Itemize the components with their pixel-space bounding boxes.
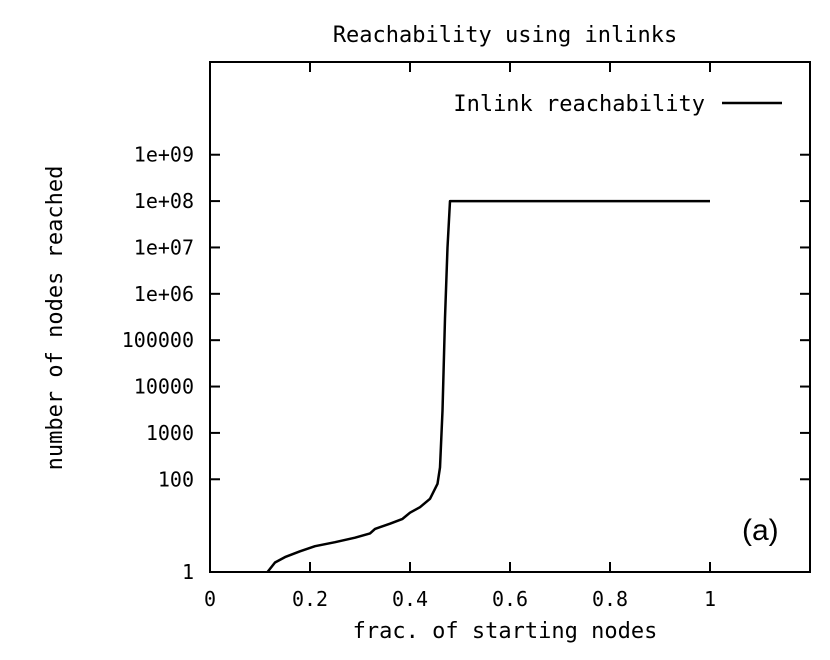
panel-label: (a) [742,514,779,547]
plot-frame [209,61,811,573]
y-tick-label: 1e+06 [134,282,194,306]
y-tick-label: 10000 [134,375,194,399]
chart-title: Reachability using inlinks [333,23,677,48]
x-axis-ticks: 0 0.2 0.4 0.6 0.8 1 [204,62,716,611]
y-tick-label: 1e+09 [134,143,194,167]
x-tick-label: 1 [704,587,716,611]
y-tick-label: 100000 [122,328,194,352]
y-axis-ticks: 1 100 1000 10000 100000 1e+06 1e+07 1e+08 1e+09 [122,143,810,584]
series-layer [266,199,710,573]
x-tick-label: 0 [204,587,216,611]
x-tick-label: 0.2 [292,587,328,611]
series-line-inlink-reachability [266,199,710,573]
legend-entry-label: Inlink reachability [453,92,705,117]
y-tick-label: 1000 [146,421,194,445]
x-tick-label: 0.6 [492,587,528,611]
x-axis-label: frac. of starting nodes [353,619,658,644]
x-tick-label: 0.4 [392,587,428,611]
y-tick-label: 100 [158,467,194,491]
y-tick-label: 1 [182,560,194,584]
legend: Inlink reachability [453,92,782,117]
x-tick-label: 0.8 [592,587,628,611]
y-tick-label: 1e+07 [134,235,194,259]
y-tick-label: 1e+08 [134,189,194,213]
y-axis-label: number of nodes reached [43,166,68,471]
